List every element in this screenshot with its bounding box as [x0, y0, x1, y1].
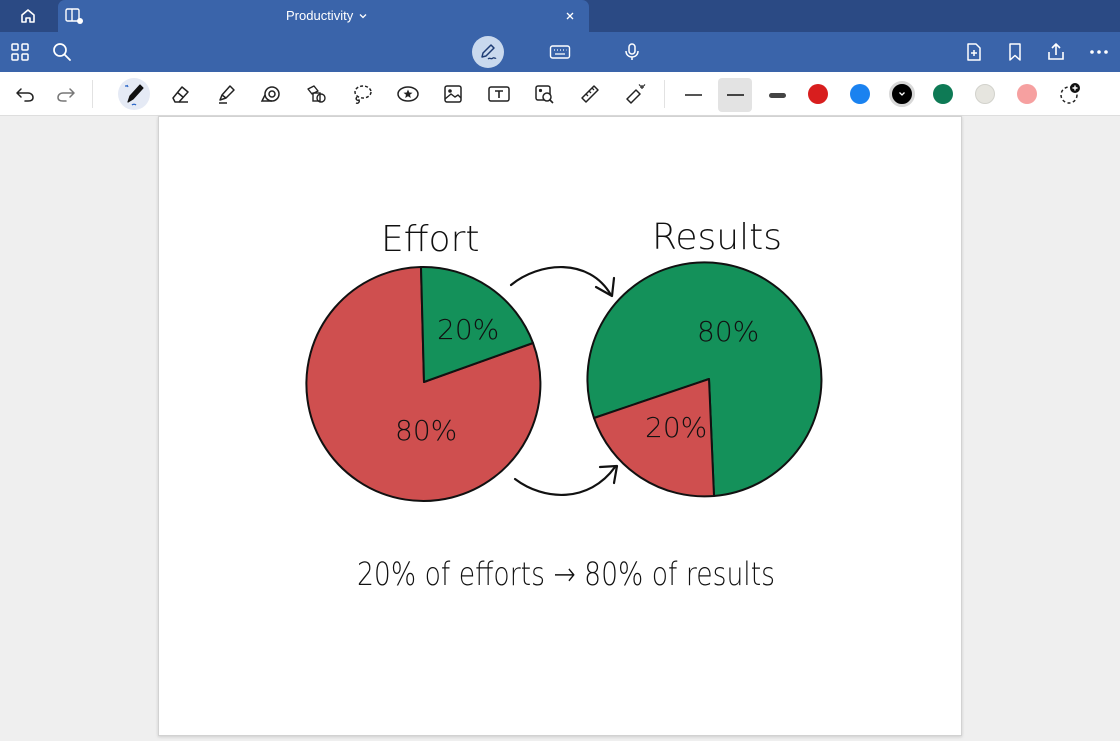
sticker-icon [397, 86, 419, 102]
arrow-top [509, 266, 613, 297]
stroke-width-medium[interactable] [718, 78, 752, 112]
toolbar-divider [664, 80, 665, 108]
pen-icon [125, 84, 144, 106]
arrow-bottom [513, 465, 617, 496]
redo-button[interactable] [50, 78, 82, 110]
effort-big-slice [305, 266, 542, 502]
add-page-icon [967, 43, 981, 61]
tab-bar: Productivity [0, 0, 1120, 32]
stroke-width-thin[interactable] [676, 78, 710, 112]
laser-pointer-icon [626, 84, 646, 104]
note-page[interactable]: Effort Results 20% 80% 80% 20% 20% of ef… [158, 116, 962, 736]
effort-title: Effort [381, 219, 480, 260]
grid-icon [11, 43, 29, 61]
results-title: Results [652, 217, 782, 258]
search-icon [53, 43, 71, 61]
chevron-down-icon [359, 14, 367, 19]
shapes-tool[interactable] [300, 78, 332, 110]
tape-icon [260, 86, 280, 102]
share-icon [1048, 43, 1064, 60]
ruler-tool[interactable] [574, 78, 606, 110]
color-swatch-green[interactable] [933, 84, 953, 104]
sticker-tool[interactable] [392, 78, 424, 110]
split-view-button[interactable] [56, 0, 92, 32]
shapes-icon [307, 85, 326, 103]
add-color-icon [1060, 83, 1080, 104]
chevron-down-icon [899, 92, 905, 96]
laser-pointer-tool[interactable] [619, 78, 651, 110]
image-search-icon [535, 85, 554, 104]
thick-line-icon [768, 92, 786, 98]
color-swatch-red[interactable] [808, 84, 828, 104]
results-big-label: 80% [697, 315, 759, 348]
close-tab-button[interactable] [560, 6, 580, 26]
share-button[interactable] [1040, 36, 1072, 68]
arrow-top-head [594, 276, 616, 298]
home-button[interactable] [0, 0, 56, 32]
effort-big-label: 80% [395, 414, 457, 447]
text-icon [488, 86, 510, 102]
split-view-icon [65, 8, 83, 24]
add-page-button[interactable] [958, 36, 990, 68]
microphone-button[interactable] [616, 36, 648, 68]
results-small-label: 20% [645, 411, 707, 444]
results-pie: 80% 20% [586, 261, 823, 498]
effort-small-slice [420, 265, 534, 383]
search-button[interactable] [46, 36, 78, 68]
arrow-bottom-head [598, 464, 619, 485]
bookmark-icon [1009, 43, 1021, 61]
color-swatch-blue[interactable] [850, 84, 870, 104]
more-icon [1090, 50, 1108, 54]
pen-mode-button[interactable] [472, 36, 504, 68]
thin-line-icon [684, 94, 702, 96]
pen-tool[interactable] [118, 78, 150, 110]
more-options-button[interactable] [1083, 36, 1115, 68]
color-swatch-black-selected[interactable] [889, 81, 915, 107]
toolbar-divider [92, 80, 93, 108]
text-tool[interactable] [483, 78, 515, 110]
effort-small-label: 20% [437, 313, 499, 346]
handwritten-drawing: Effort Results 20% 80% 80% 20% 20% of ef… [305, 217, 823, 593]
redo-icon [57, 88, 75, 102]
image-icon [444, 85, 462, 103]
stroke-width-thick[interactable] [760, 78, 794, 112]
medium-line-icon [726, 93, 744, 97]
lasso-icon [354, 85, 372, 104]
color-swatch-beige[interactable] [975, 84, 995, 104]
pen-mode-icon [481, 44, 497, 60]
eraser-tool[interactable] [164, 78, 196, 110]
undo-button[interactable] [9, 78, 41, 110]
eraser-icon [172, 86, 189, 103]
color-swatch-pink[interactable] [1017, 84, 1037, 104]
image-tool[interactable] [437, 78, 469, 110]
grid-button[interactable] [4, 36, 36, 68]
effort-pie: 20% 80% [305, 265, 542, 502]
results-big-slice [586, 261, 823, 497]
microphone-icon [625, 43, 639, 60]
add-color-button[interactable] [1058, 82, 1082, 106]
bookmark-button[interactable] [999, 36, 1031, 68]
main-toolbar [0, 32, 1120, 72]
keyboard-button[interactable] [544, 36, 576, 68]
close-icon [566, 12, 574, 20]
results-small-slice [593, 378, 715, 498]
caption: 20% of efforts → 80% of results [357, 555, 775, 593]
lasso-tool[interactable] [346, 78, 378, 110]
highlighter-icon [219, 85, 235, 104]
highlighter-tool[interactable] [210, 78, 242, 110]
home-icon [21, 9, 35, 23]
tab-title[interactable]: Productivity [286, 0, 368, 32]
tab-productivity[interactable] [58, 0, 589, 32]
ruler-icon [581, 85, 599, 103]
tape-tool[interactable] [255, 78, 287, 110]
tab-title-label: Productivity [286, 8, 354, 23]
undo-icon [16, 88, 34, 102]
image-search-tool[interactable] [528, 78, 560, 110]
keyboard-icon [549, 45, 571, 59]
